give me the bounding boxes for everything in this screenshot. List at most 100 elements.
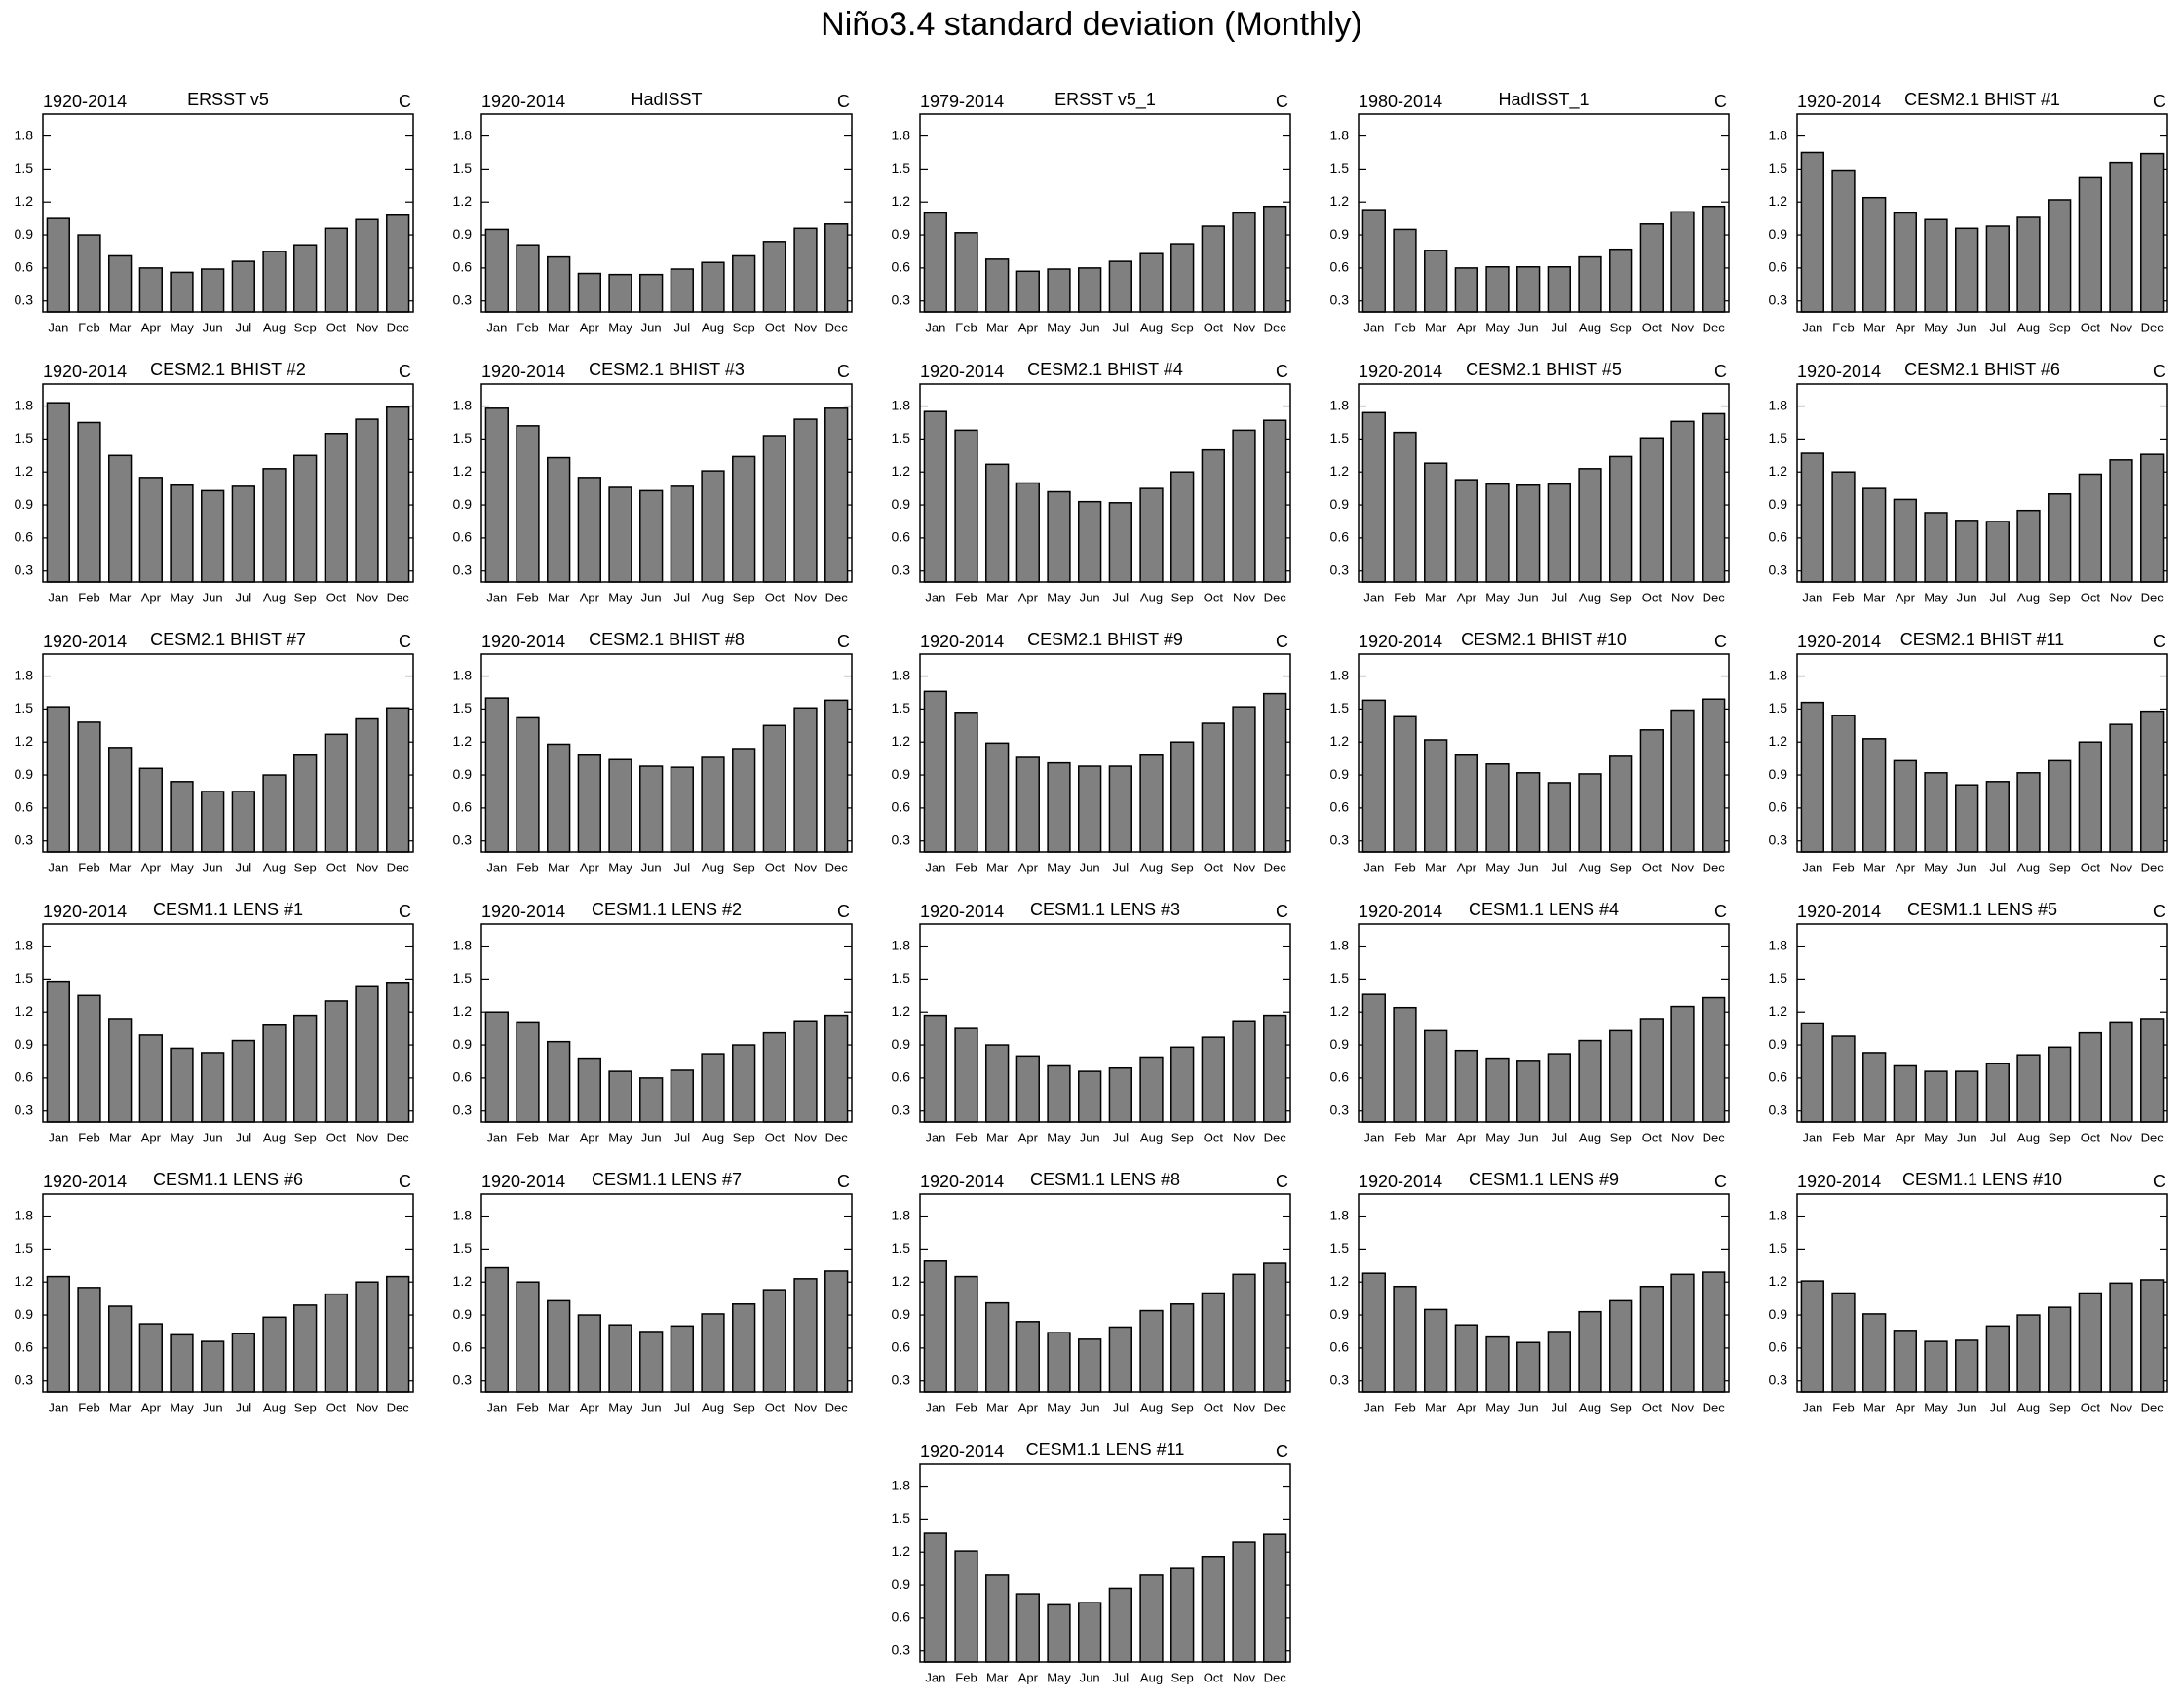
panel-left-label: 1920-2014 [481, 902, 565, 921]
panel-title: CESM2.1 BHIST #4 [1027, 360, 1183, 379]
x-tick-label: Jan [1363, 1400, 1384, 1414]
y-tick-label: 0.6 [1330, 1069, 1350, 1085]
bar [170, 781, 194, 853]
y-tick-label: 0.9 [1330, 226, 1350, 242]
bar [170, 1047, 194, 1123]
bar [2048, 1046, 2072, 1123]
plot-frame [42, 653, 414, 853]
bar [639, 273, 664, 313]
y-tick-label: 0.6 [15, 1069, 34, 1085]
y-tick-label: 0.9 [15, 1036, 34, 1052]
bar [201, 1340, 225, 1393]
x-tick-label: Mar [986, 590, 1009, 604]
x-tick-label: Mar [1425, 590, 1447, 604]
x-tick-label: Jan [48, 860, 68, 874]
x-tick-label: Oct [326, 860, 347, 874]
bar [923, 410, 947, 583]
panel-right-label: C [1276, 1172, 1288, 1191]
x-tick-label: Apr [1018, 1130, 1039, 1144]
y-tick-label: 0.6 [1769, 1339, 1788, 1355]
bar [670, 485, 694, 583]
x-tick-label: Mar [1863, 1400, 1886, 1414]
panel-title: CESM2.1 BHIST #9 [1027, 630, 1183, 649]
x-tick-label: Dec [825, 590, 849, 604]
panel-right-label: C [2153, 902, 2165, 921]
panel-left-label: 1920-2014 [481, 1172, 565, 1191]
bar [985, 742, 1010, 853]
x-tick-label: Jul [1552, 590, 1568, 604]
bar [2140, 453, 2165, 583]
x-tick-label: Feb [1394, 860, 1415, 874]
x-tick-label: Oct [1642, 860, 1663, 874]
y-tick-label: 0.9 [453, 1306, 473, 1322]
bar [1639, 1018, 1664, 1123]
x-tick-label: Jun [1518, 1130, 1539, 1144]
panel-right-label: C [1276, 632, 1288, 651]
panel-left-label: 1980-2014 [1359, 92, 1442, 111]
y-tick-label: 1.5 [1330, 1240, 1350, 1256]
x-tick-label: Apr [1018, 860, 1039, 874]
bar [577, 1057, 601, 1123]
bar [516, 425, 540, 583]
panel-title: CESM1.1 LENS #10 [1902, 1170, 2062, 1189]
x-tick-label: Oct [1204, 860, 1224, 874]
x-tick-label: Feb [1394, 1400, 1415, 1414]
x-tick-label: Jan [1363, 860, 1384, 874]
panel-left-label: 1920-2014 [1797, 1172, 1881, 1191]
y-tick-label: 1.8 [1769, 667, 1788, 682]
x-tick-label: Aug [1140, 320, 1163, 334]
x-tick-label: May [1485, 1130, 1510, 1144]
bar [985, 1301, 1010, 1393]
x-tick-label: Jun [1080, 860, 1100, 874]
bar [732, 1303, 756, 1393]
x-tick-label: Dec [1703, 1130, 1726, 1144]
panel: 1920-2014 CESM1.1 LENS #6 C 0.3 0.6 0.9 1.2 1.5… [15, 1170, 414, 1414]
y-tick-label: 1.8 [892, 397, 911, 412]
bar [1263, 1533, 1287, 1663]
bar [954, 712, 978, 853]
y-tick-label: 1.8 [892, 1477, 911, 1492]
bar [355, 717, 379, 853]
x-tick-label: Mar [548, 860, 570, 874]
bar [2016, 1054, 2041, 1123]
panel: 1920-2014 CESM1.1 LENS #10 C 0.3 0.6 0.9 1.2 1.… [1769, 1170, 2168, 1414]
x-tick-label: Feb [78, 590, 99, 604]
bar [1516, 772, 1541, 853]
x-tick-label: Mar [109, 1130, 132, 1144]
x-tick-label: Apr [141, 1130, 162, 1144]
bar [1639, 223, 1664, 313]
y-tick-label: 0.9 [453, 1036, 473, 1052]
bar [2016, 1314, 2041, 1393]
y-tick-label: 1.8 [1330, 127, 1350, 142]
x-tick-label: Sep [294, 860, 317, 874]
panel-left-label: 1979-2014 [920, 92, 1004, 111]
bar [701, 261, 725, 313]
bar [639, 1077, 664, 1123]
y-tick-label: 0.6 [1330, 529, 1350, 545]
x-tick-label: Sep [2049, 590, 2071, 604]
bar [201, 489, 225, 583]
bar [1454, 1049, 1478, 1123]
x-tick-label: Aug [1579, 590, 1601, 604]
y-tick-label: 0.6 [892, 1069, 911, 1085]
x-tick-label: Jun [203, 320, 223, 334]
bar [1862, 1313, 1887, 1393]
x-tick-label: Dec [2141, 1130, 2165, 1144]
y-tick-label: 0.6 [892, 529, 911, 545]
x-tick-label: Mar [986, 860, 1009, 874]
bar [516, 244, 540, 313]
x-tick-label: Jun [1957, 590, 1977, 604]
bar [1015, 1593, 1040, 1663]
bar [386, 707, 410, 853]
bar [138, 477, 163, 583]
panel-left-label: 1920-2014 [43, 1172, 127, 1191]
x-tick-label: Nov [794, 1400, 818, 1414]
x-tick-label: Sep [1610, 1130, 1632, 1144]
y-tick-label: 1.2 [1769, 1273, 1788, 1289]
x-tick-label: Aug [702, 590, 724, 604]
bar [923, 1260, 947, 1393]
y-tick-label: 0.9 [15, 496, 34, 512]
y-tick-label: 1.8 [1330, 937, 1350, 952]
y-tick-label: 0.3 [1769, 1372, 1788, 1387]
y-tick-label: 0.6 [15, 799, 34, 815]
